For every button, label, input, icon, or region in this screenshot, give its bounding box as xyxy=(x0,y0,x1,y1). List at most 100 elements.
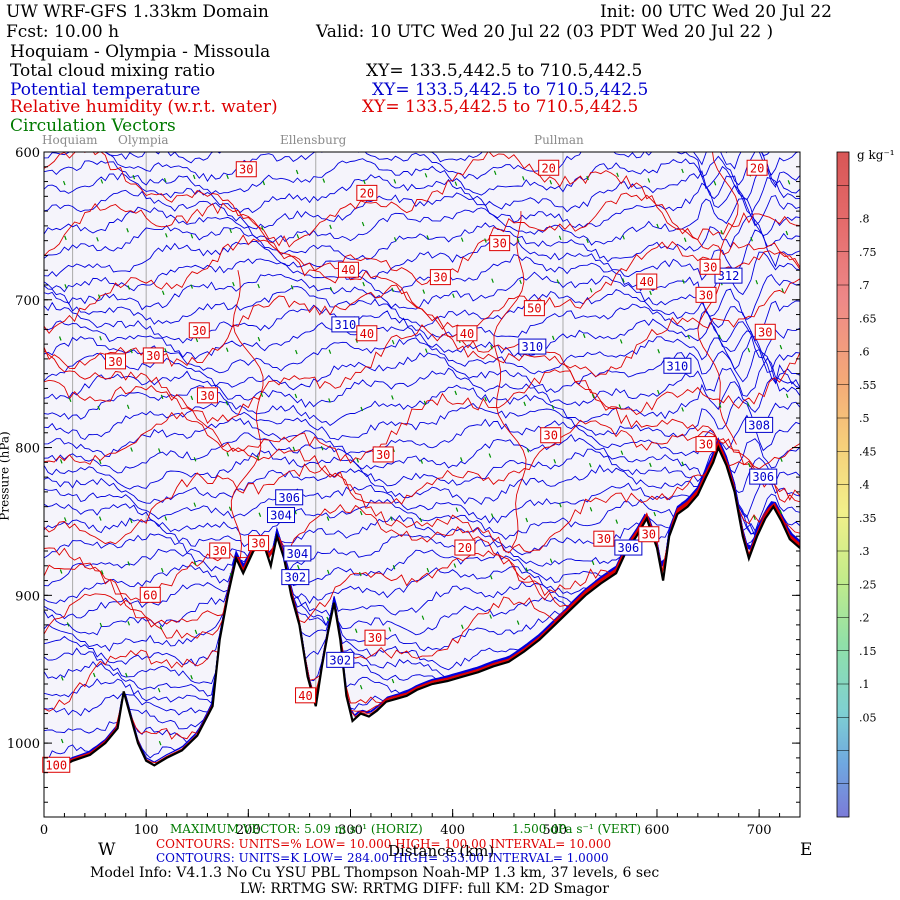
circulation-vector xyxy=(460,457,463,462)
circulation-vector xyxy=(363,179,366,185)
rh-label: 30 xyxy=(251,537,265,551)
rh-label: 40 xyxy=(298,689,312,703)
x-tick-label: 500 xyxy=(542,823,567,838)
circulation-vector xyxy=(157,687,161,693)
field-vectors-label: Circulation Vectors xyxy=(10,116,176,136)
east-label: E xyxy=(800,840,813,860)
theta-label-box xyxy=(267,507,296,524)
circulation-vector xyxy=(193,502,197,507)
theta-label-box xyxy=(275,489,304,506)
theta-label-box xyxy=(281,569,310,586)
colorbar-label: .75 xyxy=(859,246,877,259)
circulation-vector xyxy=(190,284,194,289)
circulation-vector xyxy=(454,390,458,396)
colorbar-label: .55 xyxy=(859,379,877,392)
circulation-vector xyxy=(126,404,130,410)
theta-label-box xyxy=(714,267,743,284)
circulation-vector xyxy=(59,569,63,574)
circulation-vector xyxy=(359,684,363,690)
circulation-vector xyxy=(195,337,199,343)
circulation-vector xyxy=(64,284,68,289)
circulation-vector xyxy=(780,457,783,462)
rh-label-box xyxy=(142,347,164,364)
circulation-vector xyxy=(681,461,685,466)
colorbar-unit: g kg⁻¹ xyxy=(857,148,895,162)
circulation-vector xyxy=(622,278,625,283)
circulation-vector xyxy=(226,452,230,457)
circulation-vector xyxy=(516,237,520,243)
circulation-vector xyxy=(159,625,163,630)
circulation-vector xyxy=(423,400,427,406)
circulation-vector xyxy=(99,336,102,341)
colorbar-label: .05 xyxy=(859,711,877,724)
circulation-vector xyxy=(657,389,660,395)
circulation-vector xyxy=(295,169,299,175)
rh-label: 40 xyxy=(640,275,654,289)
circulation-vector xyxy=(746,402,750,407)
circulation-vector xyxy=(362,281,365,287)
rh-label: 30 xyxy=(192,324,206,338)
theta-contour xyxy=(44,170,800,216)
circulation-vector xyxy=(92,672,96,678)
circulation-vector xyxy=(58,336,62,341)
theta-contour xyxy=(44,271,800,320)
circulation-vector xyxy=(158,448,161,453)
x-tick-label: 400 xyxy=(440,823,465,838)
place-hoquiam: Hoquiam xyxy=(42,133,98,147)
circulation-vector xyxy=(682,279,685,284)
rh-label-box xyxy=(593,530,615,547)
circulation-vector xyxy=(516,620,520,625)
rh-label-box xyxy=(295,687,317,704)
circulation-vector xyxy=(586,238,589,244)
x-tick-label: 300 xyxy=(338,823,363,838)
theta-label-box xyxy=(326,651,355,668)
circulation-vector xyxy=(558,235,562,240)
place-ellensburg: Ellensburg xyxy=(280,133,347,147)
rh-label-box xyxy=(356,184,378,201)
circulation-vector xyxy=(360,406,364,412)
circulation-vector xyxy=(591,560,595,566)
circulation-vector xyxy=(258,512,262,517)
theta-label: 308 xyxy=(748,418,770,432)
circulation-vector xyxy=(194,629,198,635)
circulation-vector xyxy=(779,509,783,515)
circulation-vector xyxy=(129,518,133,524)
x-tick-label: 0 xyxy=(40,823,48,838)
theta-contour xyxy=(44,438,800,535)
circulation-vector xyxy=(190,234,194,239)
model-physics: LW: RRTMG SW: RRTMG DIFF: full KM: 2D Sm… xyxy=(240,881,609,897)
circulation-vector xyxy=(615,519,619,524)
max-vector-vert: 1.500 dPa s⁻¹ (VERT) xyxy=(512,822,642,836)
circulation-vector xyxy=(232,281,235,287)
circulation-vector xyxy=(785,230,789,236)
circulation-vector xyxy=(130,348,133,354)
circulation-vector xyxy=(591,393,595,399)
theta-contour xyxy=(44,378,800,426)
y-tick-label: 900 xyxy=(15,589,40,604)
circulation-vector xyxy=(354,628,358,633)
circulation-vector xyxy=(556,279,560,284)
y-tick-label: 1000 xyxy=(7,737,40,752)
rh-label: 30 xyxy=(239,163,253,177)
circulation-vector xyxy=(225,347,229,352)
circulation-vector xyxy=(553,459,557,464)
circulation-vector xyxy=(100,570,104,575)
colorbar-label: .3 xyxy=(859,545,870,558)
terrain-fill xyxy=(44,447,800,817)
circulation-vector xyxy=(297,564,300,570)
x-tick-label: 200 xyxy=(236,823,261,838)
rh-label: 30 xyxy=(642,528,656,542)
terrain-outline xyxy=(44,444,800,771)
circulation-vector xyxy=(549,180,553,185)
circulation-vector xyxy=(260,392,264,397)
rh-label: 30 xyxy=(376,448,390,462)
rh-label: 30 xyxy=(200,389,214,403)
circulation-vector xyxy=(97,294,101,299)
circulation-vector xyxy=(489,614,492,619)
circulation-vector xyxy=(294,393,298,399)
theta-label: 310 xyxy=(335,318,357,332)
field-cloud-label: Total cloud mixing ratio xyxy=(10,61,216,81)
rh-contour xyxy=(44,369,800,470)
colorbar-label: .5 xyxy=(859,412,870,425)
circulation-vector xyxy=(98,459,102,465)
